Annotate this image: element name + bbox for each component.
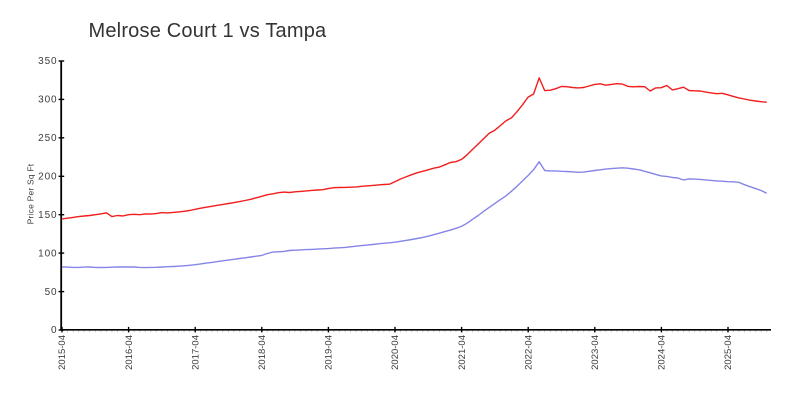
svg-text:2017-04: 2017-04	[190, 335, 201, 370]
svg-text:2024-04: 2024-04	[657, 335, 668, 370]
svg-text:2016-04: 2016-04	[124, 335, 135, 370]
svg-text:2019-04: 2019-04	[324, 335, 335, 370]
svg-text:Melrose Court 1 vs Tampa: Melrose Court 1 vs Tampa	[89, 20, 328, 42]
svg-text:100: 100	[38, 248, 57, 259]
svg-text:0: 0	[51, 325, 57, 336]
svg-text:2021-04: 2021-04	[457, 335, 468, 370]
svg-text:2025-04: 2025-04	[723, 335, 734, 370]
svg-text:Price Per Sq Ft: Price Per Sq Ft	[26, 163, 36, 224]
svg-text:2022-04: 2022-04	[523, 335, 534, 370]
svg-text:2023-04: 2023-04	[590, 335, 601, 370]
svg-text:250: 250	[38, 133, 57, 144]
svg-text:300: 300	[38, 95, 57, 106]
svg-text:50: 50	[45, 287, 58, 298]
svg-text:200: 200	[38, 172, 57, 183]
svg-text:2020-04: 2020-04	[390, 335, 401, 370]
svg-text:350: 350	[38, 56, 57, 67]
svg-text:2018-04: 2018-04	[257, 335, 268, 370]
svg-text:2015-04: 2015-04	[57, 335, 68, 370]
svg-text:150: 150	[38, 210, 57, 221]
